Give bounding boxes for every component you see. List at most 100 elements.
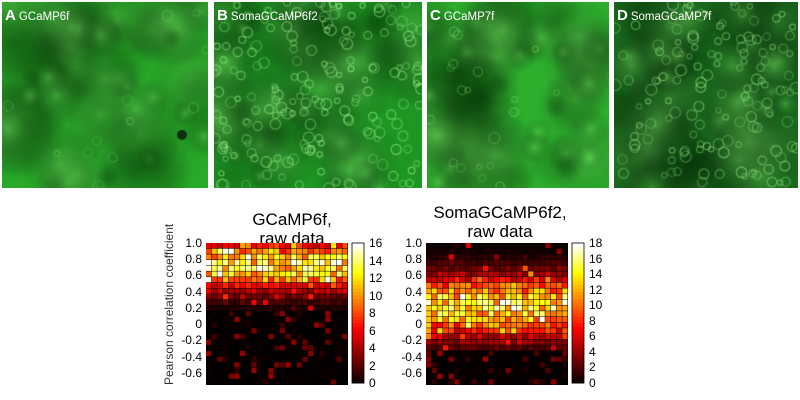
- heatmap-cell: [443, 277, 449, 283]
- heatmap-cell: [245, 362, 251, 368]
- heatmap-cell: [206, 350, 212, 357]
- colorbar-segment: [352, 281, 364, 286]
- colorbar-segment: [352, 358, 364, 363]
- colorbar-segment: [352, 372, 364, 377]
- heatmap-cell: [206, 328, 212, 334]
- colorbar-tick-label: 0: [589, 376, 596, 390]
- heatmap-cell: [336, 299, 342, 305]
- heatmap-cell: [211, 379, 217, 385]
- heatmap-cell: [313, 328, 320, 334]
- heatmap-cell: [342, 362, 348, 368]
- heatmap-cell: [251, 328, 257, 334]
- heatmap-cell: [308, 316, 314, 323]
- colorbar-segment: [352, 316, 364, 321]
- heatmap-cell: [426, 322, 432, 328]
- heatmap-cell: [528, 277, 534, 283]
- colorbar: [571, 242, 585, 384]
- heatmap-cell: [257, 305, 263, 311]
- heatmap-cell: [279, 316, 286, 323]
- heatmap-cell: [279, 265, 286, 271]
- heatmap-cell: [499, 277, 506, 283]
- heatmap-cell: [505, 260, 511, 266]
- heatmap-cell: [274, 260, 280, 266]
- heatmap-cell: [217, 356, 223, 362]
- heatmap-cell: [516, 277, 523, 283]
- heatmap-cell: [308, 254, 314, 260]
- panel-letter: C: [430, 7, 441, 24]
- heatmap-cell: [245, 265, 251, 271]
- heatmap-cell: [471, 333, 477, 340]
- heatmap-cell: [545, 362, 551, 368]
- heatmap-cell: [528, 339, 534, 345]
- heatmap-cell: [302, 367, 308, 374]
- heatmap-cell: [257, 260, 263, 266]
- heatmap-cell: [533, 277, 540, 283]
- heatmap-cell: [319, 379, 325, 385]
- heatmap-cell: [240, 265, 246, 271]
- heatmap-cell: [285, 373, 291, 379]
- heatmap-cell: [465, 265, 471, 271]
- heatmap-cell: [342, 305, 348, 311]
- heatmap-cell: [448, 333, 454, 340]
- heatmap-cell: [330, 322, 337, 328]
- heatmap-cell: [262, 243, 268, 249]
- heatmap-cell: [477, 345, 483, 351]
- heatmap-cell: [454, 243, 460, 249]
- heatmap-cell: [319, 311, 325, 317]
- heatmap-cell: [268, 311, 274, 317]
- heatmap-cell: [437, 350, 443, 357]
- panel-letter: D: [617, 7, 628, 24]
- y-tick-label: -0.6: [401, 365, 422, 380]
- heatmap-cell: [522, 362, 528, 368]
- heatmap-cell: [550, 339, 557, 345]
- heatmap-cell: [234, 373, 240, 379]
- heatmap-cell: [302, 254, 308, 260]
- heatmap-cell: [562, 379, 568, 385]
- heatmap-cell: [505, 367, 511, 374]
- heatmap-cell: [494, 288, 500, 294]
- heatmap-cell: [511, 294, 517, 300]
- heatmap-cell: [223, 288, 229, 294]
- heatmap-cell: [217, 243, 223, 249]
- heatmap-cell: [342, 265, 348, 271]
- heatmap-cell: [494, 333, 500, 340]
- heatmap-cell: [443, 333, 449, 340]
- heatmap-cell: [228, 356, 234, 362]
- colorbar-segment: [352, 330, 364, 335]
- heatmap-cell: [206, 265, 212, 271]
- heatmap-cell: [499, 271, 506, 277]
- heatmap-cell: [562, 350, 568, 357]
- heatmap-cell: [234, 282, 240, 288]
- heatmap-cell: [528, 299, 534, 305]
- heatmap-cell: [313, 299, 320, 305]
- colorbar-segment: [572, 274, 584, 279]
- heatmap-cell: [505, 362, 511, 368]
- heatmap-cell: [313, 271, 320, 277]
- heatmap-cell: [240, 333, 246, 340]
- colorbar-segment: [352, 320, 364, 324]
- heatmap-cell: [505, 339, 511, 345]
- heatmap-cell: [330, 373, 337, 379]
- colorbar-tick-label: 6: [369, 323, 376, 338]
- colorbar-tick-label: 16: [369, 236, 383, 250]
- heatmap-cell: [336, 265, 342, 271]
- heatmap-cell: [342, 277, 348, 283]
- heatmap-cell: [302, 379, 308, 385]
- heatmap-cell: [257, 271, 263, 277]
- heatmap-cell: [477, 288, 483, 294]
- heatmap-cell: [308, 333, 314, 340]
- heatmap-cell: [217, 373, 223, 379]
- heatmap-cell: [516, 379, 523, 385]
- heatmap-cell: [291, 294, 297, 300]
- heatmap-cell: [211, 282, 217, 288]
- panel-d-image: D SomaGCaMP7f: [614, 2, 798, 188]
- heatmap-cell: [431, 260, 437, 266]
- heatmap-cell: [533, 373, 540, 379]
- colorbar-segment: [352, 274, 364, 279]
- y-tick-label: 0.2: [405, 300, 422, 315]
- heatmap-cell: [482, 305, 488, 311]
- heatmap-cell: [516, 322, 523, 328]
- heatmap-cell: [545, 373, 551, 379]
- heatmap-cell: [443, 248, 449, 254]
- heatmap-cell: [245, 271, 251, 277]
